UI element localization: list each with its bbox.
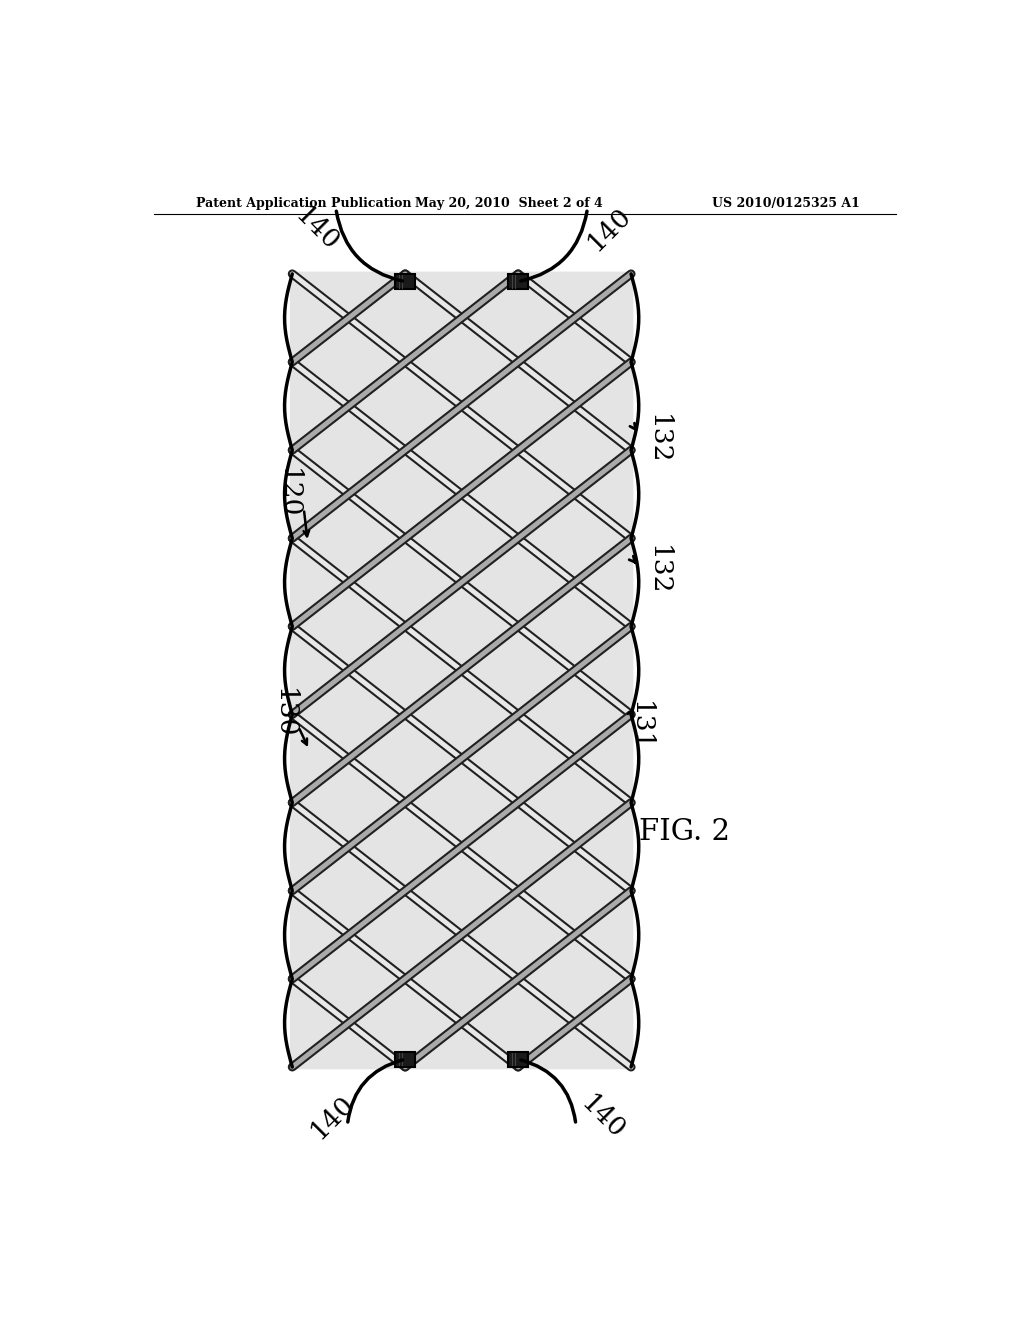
Text: 140: 140 — [583, 203, 636, 256]
Text: US 2010/0125325 A1: US 2010/0125325 A1 — [712, 197, 860, 210]
FancyBboxPatch shape — [508, 1052, 528, 1067]
Text: Patent Application Publication: Patent Application Publication — [196, 197, 412, 210]
Text: 140: 140 — [305, 1090, 358, 1143]
Text: 140: 140 — [290, 203, 343, 256]
Text: May 20, 2010  Sheet 2 of 4: May 20, 2010 Sheet 2 of 4 — [416, 197, 603, 210]
Text: 120: 120 — [275, 469, 301, 519]
Text: 130: 130 — [272, 688, 297, 738]
Text: 132: 132 — [645, 545, 671, 595]
Text: 132: 132 — [645, 414, 671, 465]
Text: 140: 140 — [577, 1090, 630, 1143]
FancyBboxPatch shape — [395, 1052, 415, 1067]
FancyBboxPatch shape — [395, 275, 415, 289]
Text: FIG. 2: FIG. 2 — [639, 818, 730, 846]
FancyBboxPatch shape — [290, 272, 634, 1069]
Text: 131: 131 — [628, 701, 653, 752]
FancyBboxPatch shape — [508, 275, 528, 289]
